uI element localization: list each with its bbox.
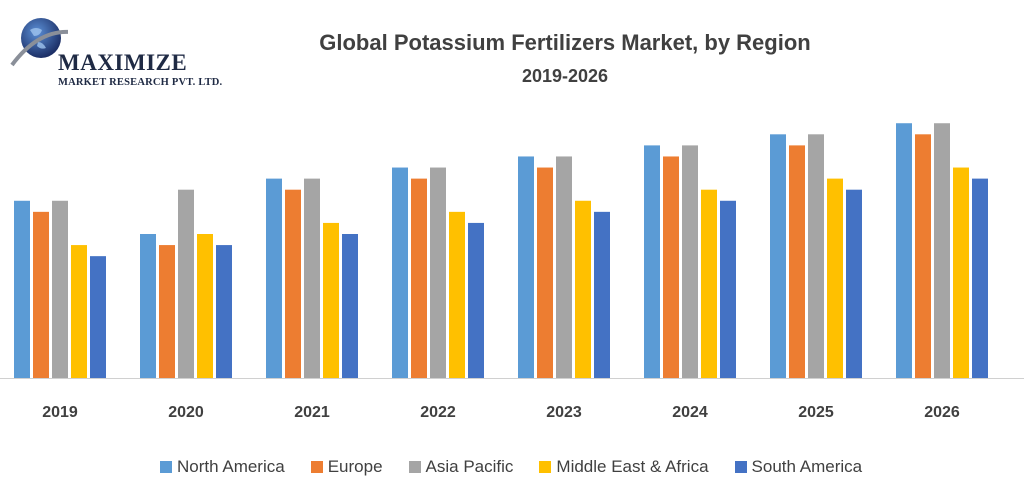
legend-swatch [539,461,552,473]
bar-2025-1 [789,145,805,378]
bar-2021-3 [323,222,339,378]
chart-legend: North America Europe Asia Pacific Middle Ea… [160,457,862,477]
x-tick-label: 2019 [42,404,78,421]
x-tick-label: 2026 [924,404,960,421]
legend-item: Europe [310,457,383,477]
legend-swatch [310,461,323,473]
company-logo: MAXIMIZE MARKET RESEARCH PVT. LTD. [8,10,258,95]
globe-logo-icon [10,18,68,67]
legend-label: Asia Pacific [425,457,514,476]
bar-2023-0 [518,156,534,378]
legend-label: South America [751,457,863,476]
x-tick-label: 2020 [168,404,204,421]
bar-2020-1 [159,245,175,378]
bar-2025-0 [770,134,786,378]
bar-2020-2 [178,189,194,378]
bar-2020-0 [140,234,156,378]
bar-2026-2 [934,123,950,378]
bar-2021-1 [285,189,301,378]
bar-2022-4 [468,222,484,378]
bar-2022-0 [392,167,408,378]
bar-2025-4 [846,189,862,378]
bar-2023-1 [537,167,553,378]
legend-item: North America [160,457,285,477]
legend-label: Europe [327,457,383,476]
x-tick-label: 2024 [672,404,708,421]
bar-2024-3 [701,189,717,378]
x-tick-label: 2021 [294,404,330,421]
bar-2025-2 [808,134,824,378]
bar-2020-4 [216,245,232,378]
bar-2023-2 [556,156,572,378]
bar-2026-4 [972,178,988,378]
bar-2022-3 [449,211,465,378]
bar-2025-3 [827,178,843,378]
chart-title: Global Potassium Fertilizers Market, by … [319,30,811,55]
bar-2022-2 [430,167,446,378]
legend-label: North America [177,457,285,476]
legend-swatch [160,461,172,473]
bar-2022-1 [411,178,427,378]
x-tick-label: 2025 [798,404,834,421]
bar-2019-2 [52,200,68,378]
bar-2020-3 [197,234,213,378]
bar-2019-4 [90,256,106,378]
bar-2023-4 [594,211,610,378]
legend-item: Middle East & Africa [539,457,709,477]
logo-name: MAXIMIZE [58,50,188,75]
bar-2026-3 [953,167,969,378]
legend-label: Middle East & Africa [556,457,709,476]
legend-swatch [734,461,747,473]
bar-2024-2 [682,145,698,378]
legend-item: South America [734,457,863,477]
bar-chart: 2019 2020 2021 2022 2023 2024 2025 2026 [0,123,1024,421]
chart-subtitle: 2019-2026 [521,66,609,86]
bar-2023-3 [575,200,591,378]
bar-2021-0 [266,178,282,378]
bar-2024-4 [720,200,736,378]
bar-2026-1 [915,134,931,378]
bar-2024-1 [663,156,679,378]
bar-2024-0 [644,145,660,378]
bar-2019-0 [14,200,30,378]
bar-2021-4 [342,234,358,378]
bar-2019-1 [33,211,49,378]
bar-2019-3 [71,245,87,378]
bar-2021-2 [304,178,320,378]
legend-swatch [408,461,421,473]
bar-2026-0 [896,123,912,378]
legend-item: Asia Pacific [408,457,514,477]
logo-subtitle: MARKET RESEARCH PVT. LTD. [58,77,223,88]
x-tick-label: 2022 [420,404,456,421]
x-tick-label: 2023 [546,404,582,421]
